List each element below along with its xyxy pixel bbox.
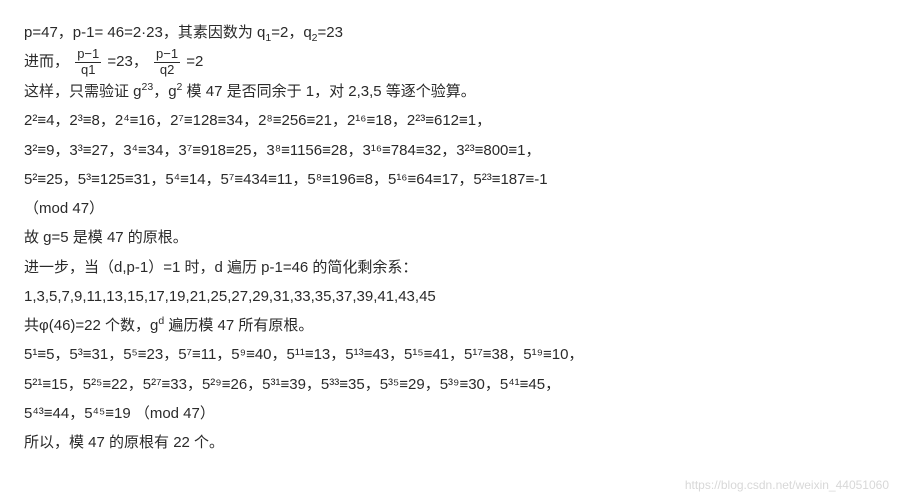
text: =2，q bbox=[271, 24, 311, 41]
sup: 23 bbox=[142, 81, 154, 93]
line-10: 1,3,5,7,9,11,13,15,17,19,21,25,27,29,31,… bbox=[24, 282, 875, 311]
text: 共φ(46)=22 个数，g bbox=[24, 317, 158, 334]
text: 遍历模 47 所有原根。 bbox=[164, 317, 313, 334]
text: p=47，p-1= 46=2·23，其素因数为 q bbox=[24, 24, 265, 41]
line-11: 共φ(46)=22 个数，gd 遍历模 47 所有原根。 bbox=[24, 311, 875, 340]
fraction-1: p−1 q1 bbox=[75, 47, 101, 77]
line-8: 故 g=5 是模 47 的原根。 bbox=[24, 223, 875, 252]
line-6: 5²≡25，5³≡125≡31，5⁴≡14，5⁷≡434≡11，5⁸≡196≡8… bbox=[24, 165, 875, 194]
line-14: 5⁴³≡44，5⁴⁵≡19 （mod 47） bbox=[24, 399, 875, 428]
line-9: 进一步，当（d,p-1）=1 时，d 遍历 p-1=46 的简化剩余系： bbox=[24, 253, 875, 282]
line-13: 5²¹≡15，5²⁵≡22，5²⁷≡33，5²⁹≡26，5³¹≡39，5³³≡3… bbox=[24, 370, 875, 399]
text: 模 47 是否同余于 1，对 2,3,5 等逐个验算。 bbox=[182, 83, 475, 100]
line-12: 5¹≡5，5³≡31，5⁵≡23，5⁷≡11，5⁹≡40，5¹¹≡13，5¹³≡… bbox=[24, 340, 875, 369]
text: =2 bbox=[186, 53, 203, 70]
watermark: https://blog.csdn.net/weixin_44051060 bbox=[685, 474, 889, 497]
line-5: 3²≡9，3³≡27，3⁴≡34，3⁷≡918≡25，3⁸≡1156≡28，3¹… bbox=[24, 136, 875, 165]
numerator: p−1 bbox=[154, 47, 180, 62]
line-1: p=47，p-1= 46=2·23，其素因数为 q1=2，q2=23 bbox=[24, 18, 875, 47]
denominator: q2 bbox=[154, 63, 180, 77]
denominator: q1 bbox=[75, 63, 101, 77]
line-15: 所以，模 47 的原根有 22 个。 bbox=[24, 428, 875, 457]
text: =23 bbox=[318, 24, 343, 41]
text: 进而， bbox=[24, 53, 69, 70]
text: ，g bbox=[153, 83, 176, 100]
line-2: 进而， p−1 q1 =23， p−1 q2 =2 bbox=[24, 47, 875, 77]
line-3: 这样，只需验证 g23，g2 模 47 是否同余于 1，对 2,3,5 等逐个验… bbox=[24, 77, 875, 106]
line-7: （mod 47） bbox=[24, 194, 875, 223]
text: =23， bbox=[107, 53, 147, 70]
numerator: p−1 bbox=[75, 47, 101, 62]
text: 这样，只需验证 g bbox=[24, 83, 142, 100]
line-4: 2²≡4，2³≡8，2⁴≡16，2⁷≡128≡34，2⁸≡256≡21，2¹⁶≡… bbox=[24, 106, 875, 135]
fraction-2: p−1 q2 bbox=[154, 47, 180, 77]
